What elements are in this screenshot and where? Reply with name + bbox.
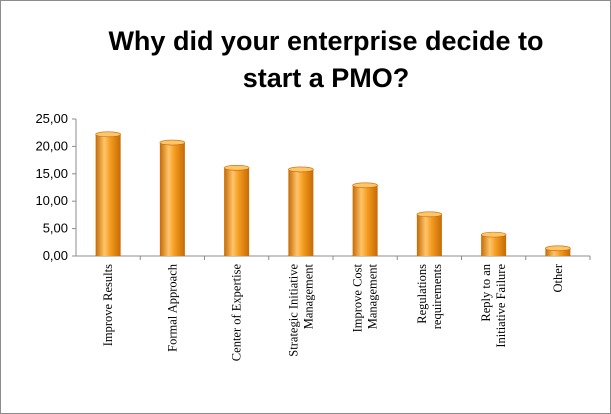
category-label: Improve Cost [351, 263, 365, 332]
category-label: Reply to an [479, 263, 493, 321]
category-label: Management [301, 263, 315, 329]
bar [288, 169, 314, 256]
bar-group [545, 245, 571, 256]
bar-group [95, 131, 121, 256]
bar-top [95, 131, 121, 138]
y-tick-label: 25,00 [35, 111, 68, 126]
bar-group [288, 166, 314, 256]
bar [416, 214, 442, 256]
bar-top [352, 182, 378, 189]
bar-top [545, 245, 571, 252]
y-tick-label: 10,00 [35, 193, 68, 208]
chart-title-line-2: start a PMO? [242, 63, 410, 93]
bar-top [159, 139, 186, 146]
bar [545, 248, 571, 256]
bar [224, 167, 250, 256]
chart-title-line-1: Why did your enterprise decide to [108, 26, 544, 56]
category-label: Regulations [415, 264, 429, 324]
bar-top [416, 211, 443, 218]
chart-title: Why did your enterprise decide to start … [41, 23, 611, 97]
category-label: Center of Expertise [230, 264, 244, 362]
bar-group [480, 231, 507, 256]
y-tick-label: 5,00 [43, 221, 68, 236]
bar [95, 134, 121, 256]
category-label: Management [366, 263, 380, 329]
bar [159, 142, 185, 256]
bar-top [223, 164, 250, 171]
category-label: Other [551, 263, 565, 292]
bar-group [223, 164, 250, 256]
bar-group [352, 182, 378, 256]
bar-group [159, 139, 186, 256]
bar-group [416, 211, 443, 256]
category-label: requirements [430, 264, 444, 329]
category-label: Formal Approach [165, 263, 179, 352]
bar [481, 234, 507, 256]
y-tick-label: 0,00 [43, 248, 68, 263]
bar-top [288, 166, 314, 173]
bar [352, 185, 378, 256]
y-tick-label: 15,00 [35, 166, 68, 181]
category-label: Strategic Initiative [286, 264, 300, 357]
y-tick-label: 20,00 [35, 138, 68, 153]
category-label: Initiative Failure [494, 264, 508, 348]
category-label: Improve Results [101, 264, 115, 346]
bar-top [480, 231, 507, 238]
